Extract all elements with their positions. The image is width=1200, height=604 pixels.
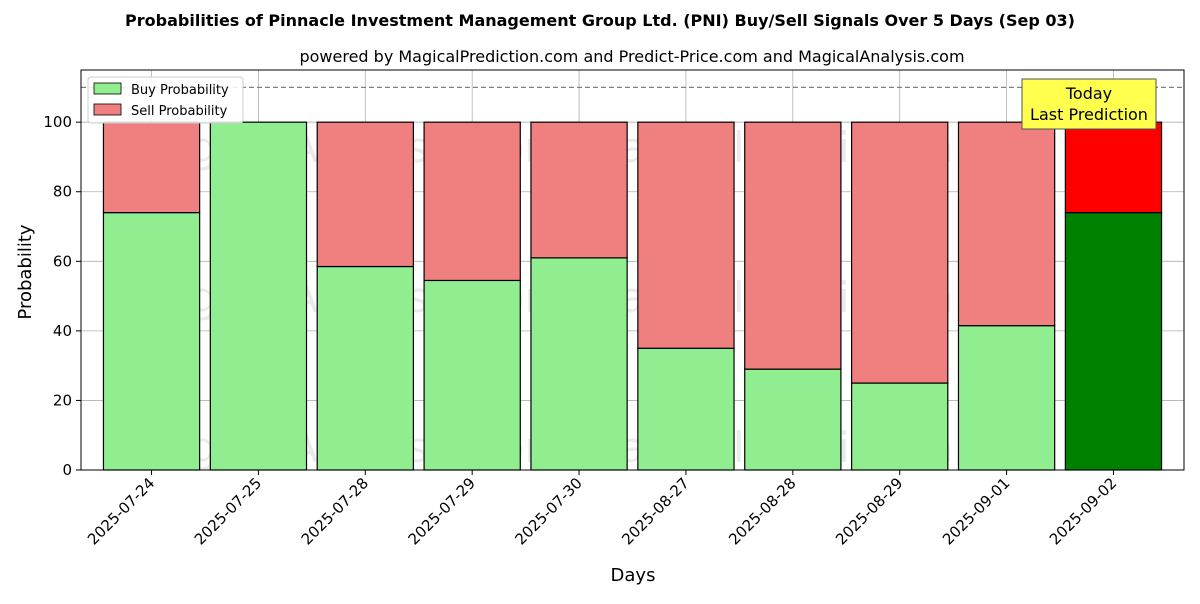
bar-sell — [530, 121, 628, 259]
bar-buy — [530, 257, 628, 471]
x-tick-label: 2025-08-27 — [618, 474, 692, 548]
bar-sell — [851, 121, 949, 384]
legend-swatch-buy — [93, 82, 122, 95]
y-tick-label: 100 — [43, 113, 72, 131]
x-tick-label: 2025-09-02 — [1046, 474, 1120, 548]
bar-buy — [1064, 212, 1163, 471]
x-tick-label: 2025-07-28 — [298, 474, 372, 548]
legend-label-buy: Buy Probability — [131, 83, 229, 98]
bar-buy — [957, 325, 1056, 471]
annotation-line-last-prediction: Last Prediction — [1030, 105, 1148, 124]
bar-sell — [1064, 121, 1163, 214]
chart-subtitle: powered by MagicalPrediction.com and Pre… — [299, 47, 964, 66]
y-axis-ticks: 0 20 40 60 80 100 — [43, 113, 81, 479]
bar-buy — [209, 121, 308, 471]
bar-sell — [423, 121, 521, 282]
bar-sell — [316, 121, 414, 268]
bars — [102, 121, 1163, 471]
annotation-box — [1021, 78, 1157, 130]
y-tick-label: 40 — [53, 322, 72, 340]
x-axis-ticks: 2025-07-24 2025-07-25 2025-07-28 2025-07-29… — [84, 470, 1120, 548]
today-annotation: Today Last Prediction — [1021, 78, 1157, 130]
bar-buy — [102, 212, 201, 471]
bar-buy — [744, 368, 842, 471]
y-tick-label: 80 — [53, 183, 72, 201]
annotation-line-today: Today — [1065, 84, 1112, 103]
legend-label-sell: Sell Probability — [131, 104, 228, 119]
legend-swatch-sell — [93, 103, 122, 116]
bar-sell — [744, 121, 842, 370]
bar-buy — [637, 347, 735, 471]
bar-buy — [851, 382, 949, 471]
y-tick-label: 20 — [53, 391, 72, 409]
x-tick-label: 2025-08-28 — [725, 474, 799, 548]
bar-buy — [423, 279, 521, 471]
x-tick-label: 2025-07-29 — [405, 474, 479, 548]
bar-sell — [957, 121, 1056, 327]
bar-sell — [637, 121, 735, 349]
x-tick-label: 2025-07-30 — [512, 474, 586, 548]
legend-box — [87, 76, 244, 124]
x-tick-label: 2025-08-29 — [832, 474, 906, 548]
y-axis-label: Probability — [15, 224, 36, 319]
y-tick-label: 0 — [62, 461, 72, 479]
bar-buy — [316, 265, 414, 471]
plot-frame — [80, 69, 1185, 471]
x-tick-label: 2025-07-24 — [84, 474, 158, 548]
bar-sell — [102, 121, 201, 214]
y-tick-label: 60 — [53, 252, 72, 270]
chart-title: Probabilities of Pinnacle Investment Man… — [125, 11, 1075, 30]
legend: Buy Probability Sell Probability — [87, 76, 244, 124]
x-tick-label: 2025-09-01 — [939, 474, 1013, 548]
x-tick-label: 2025-07-25 — [191, 474, 265, 548]
x-axis-label: Days — [611, 565, 656, 586]
